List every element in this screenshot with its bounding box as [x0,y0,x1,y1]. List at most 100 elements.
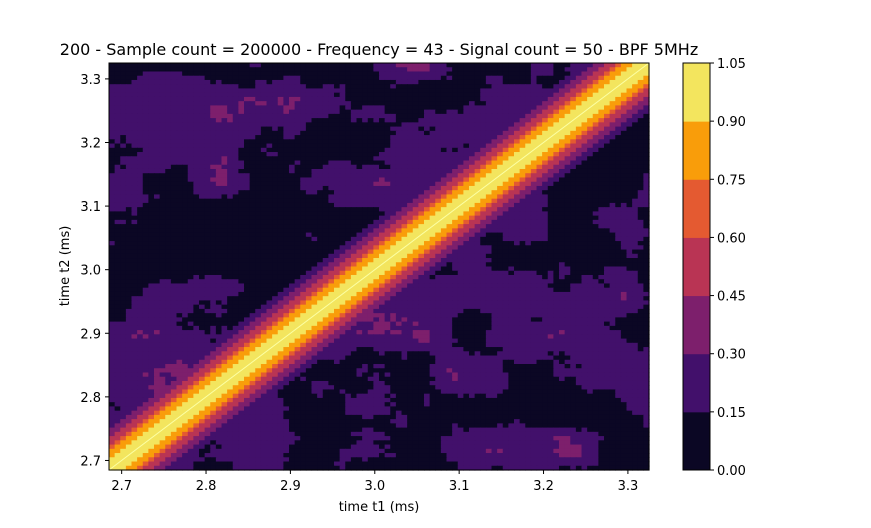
heatmap-cell [407,143,414,149]
heatmap-cell [120,279,127,285]
heatmap-cell [463,122,470,128]
heatmap-cell [182,262,189,268]
heatmap-cell [266,79,273,85]
heatmap-cell [497,75,504,81]
heatmap-cell [283,266,290,272]
heatmap-cell [137,92,144,98]
heatmap-cell [559,194,566,200]
heatmap-cell [255,177,262,183]
heatmap-cell [452,63,459,68]
heatmap-cell [137,215,144,221]
heatmap-cell [643,202,650,208]
heatmap-cell [469,118,476,123]
heatmap-cell [215,71,223,77]
heatmap-cell [637,215,644,221]
heatmap-cell [120,113,127,119]
heatmap-cell [137,118,144,123]
heatmap-cell [457,135,464,140]
heatmap-cell [345,253,352,259]
heatmap-cell [249,181,256,187]
heatmap-cell [412,79,419,85]
heatmap-cell [125,113,133,119]
heatmap-cell [317,147,324,153]
heatmap-cell [125,96,133,102]
heatmap-cell [632,173,639,179]
heatmap-cell [317,101,324,106]
heatmap-cell [137,279,144,285]
heatmap-cell [598,164,605,170]
heatmap-cell [508,207,515,212]
heatmap-cell [170,130,178,136]
heatmap-cell [575,118,583,123]
heatmap-cell [204,118,211,123]
heatmap-cell [429,130,436,136]
heatmap-cell [300,190,307,196]
heatmap-cell [485,266,493,272]
heatmap-cell [356,118,363,123]
heatmap-cell [345,190,352,196]
heatmap-cell [491,122,498,128]
heatmap-cell [457,211,464,217]
heatmap-cell [305,258,313,263]
heatmap-cell [643,135,650,140]
heatmap-cell [508,241,515,246]
heatmap-cell [255,219,262,225]
heatmap-cell [559,160,566,166]
heatmap-cell [508,135,515,140]
heatmap-cell [311,228,318,234]
heatmap-cell [570,139,577,145]
heatmap-cell [187,130,194,136]
heatmap-cell [193,143,200,149]
heatmap-cell [559,245,566,251]
heatmap-cell [446,139,453,145]
heatmap-cell [604,88,611,94]
heatmap-cell [542,173,549,179]
heatmap-cell [412,241,419,246]
heatmap-cell [609,109,616,115]
heatmap-cell [300,228,307,234]
heatmap-cell [289,198,296,204]
heatmap-cell [384,228,391,234]
heatmap-cell [311,232,318,238]
heatmap-cell [176,279,183,285]
heatmap-cell [221,67,228,73]
heatmap-cell [345,202,352,208]
heatmap-cell [131,202,138,208]
heatmap-cell [182,79,189,85]
heatmap-cell [328,143,335,149]
heatmap-cell [497,118,504,123]
heatmap-cell [418,224,425,229]
heatmap-cell [176,160,183,166]
heatmap-cell [508,88,515,94]
heatmap-cell [536,266,543,272]
heatmap-cell [215,228,223,234]
heatmap-cell [305,249,313,255]
heatmap-cell [317,279,324,285]
heatmap-cell [204,185,211,191]
heatmap-cell [283,88,290,94]
heatmap-cell [266,190,273,196]
heatmap-cell [598,84,605,90]
heatmap-cell [637,79,644,85]
heatmap-cell [176,198,183,204]
heatmap-cell [317,105,324,111]
heatmap-cell [536,245,543,251]
heatmap-cell [120,109,127,115]
heatmap-cell [210,130,217,136]
heatmap-cell [165,118,172,123]
heatmap-cell [418,219,425,225]
heatmap-cell [615,198,622,204]
heatmap-cell [446,130,453,136]
heatmap-cell [435,207,442,212]
heatmap-cell [114,181,121,187]
heatmap-cell [373,198,380,204]
heatmap-cell [440,185,448,191]
heatmap-cell [345,262,352,268]
heatmap-cell [424,190,431,196]
heatmap-cell [193,84,200,90]
heatmap-cell [559,79,566,85]
heatmap-cell [547,84,554,90]
heatmap-cell [317,198,324,204]
heatmap-cell [362,279,369,285]
heatmap-cell [311,75,318,81]
